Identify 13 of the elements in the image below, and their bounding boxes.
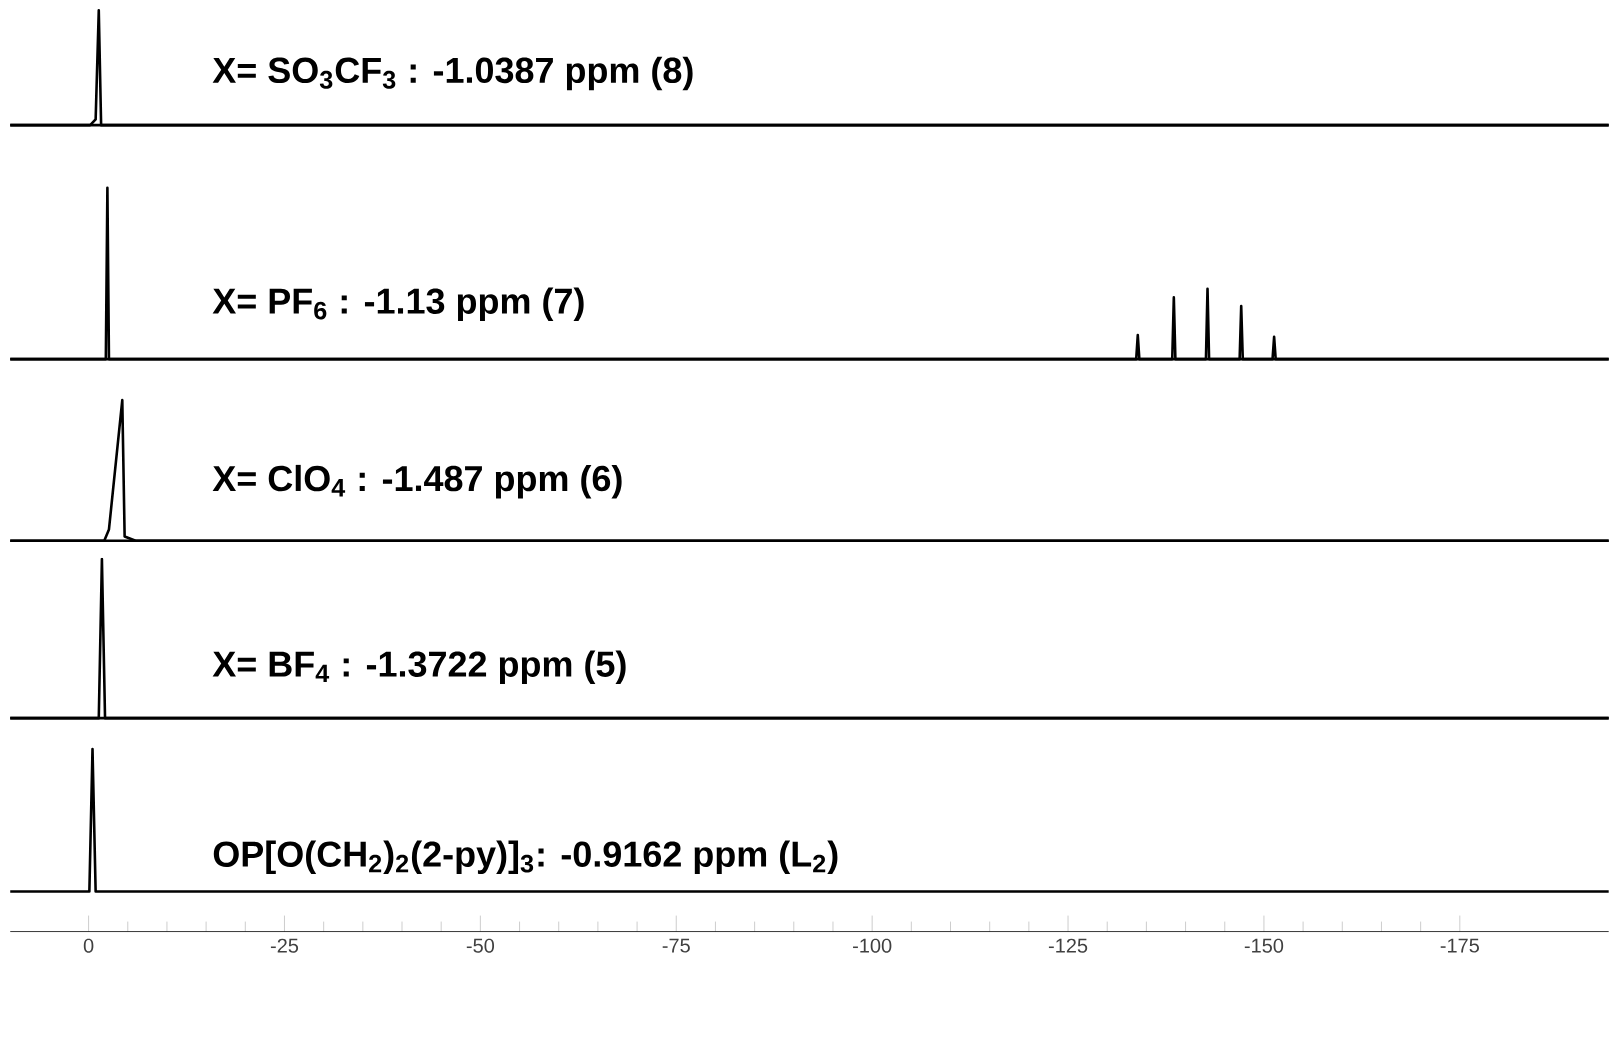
x-tick-label: -175	[1440, 938, 1479, 953]
annotation: X= SO$_{3}$CF$_{3}$ : -1.0387 ppm (8)	[212, 56, 693, 91]
annotation: X= BF$_{4}$ : -1.3722 ppm (5)	[212, 650, 626, 684]
annotation: X= ClO$_{4}$ : -1.487 ppm (6)	[212, 464, 622, 499]
x-tick-label: 0	[83, 938, 94, 953]
x-tick-label: -25	[270, 938, 299, 953]
x-tick-label: -75	[662, 938, 690, 953]
x-tick-label: -50	[466, 938, 495, 953]
text: OP[O(CH$_{2}$)$_{2}$(2-py)]$_{3}$: -0.9162 ppm (L$_{2}$)	[213, 840, 838, 874]
x-tick-label: -100	[853, 938, 892, 953]
x-tick-label: -125	[1048, 938, 1088, 953]
x-tick-label: -150	[1244, 938, 1284, 953]
annotation: X= PF$_{6}$ : -1.13 ppm (7)	[212, 287, 584, 321]
